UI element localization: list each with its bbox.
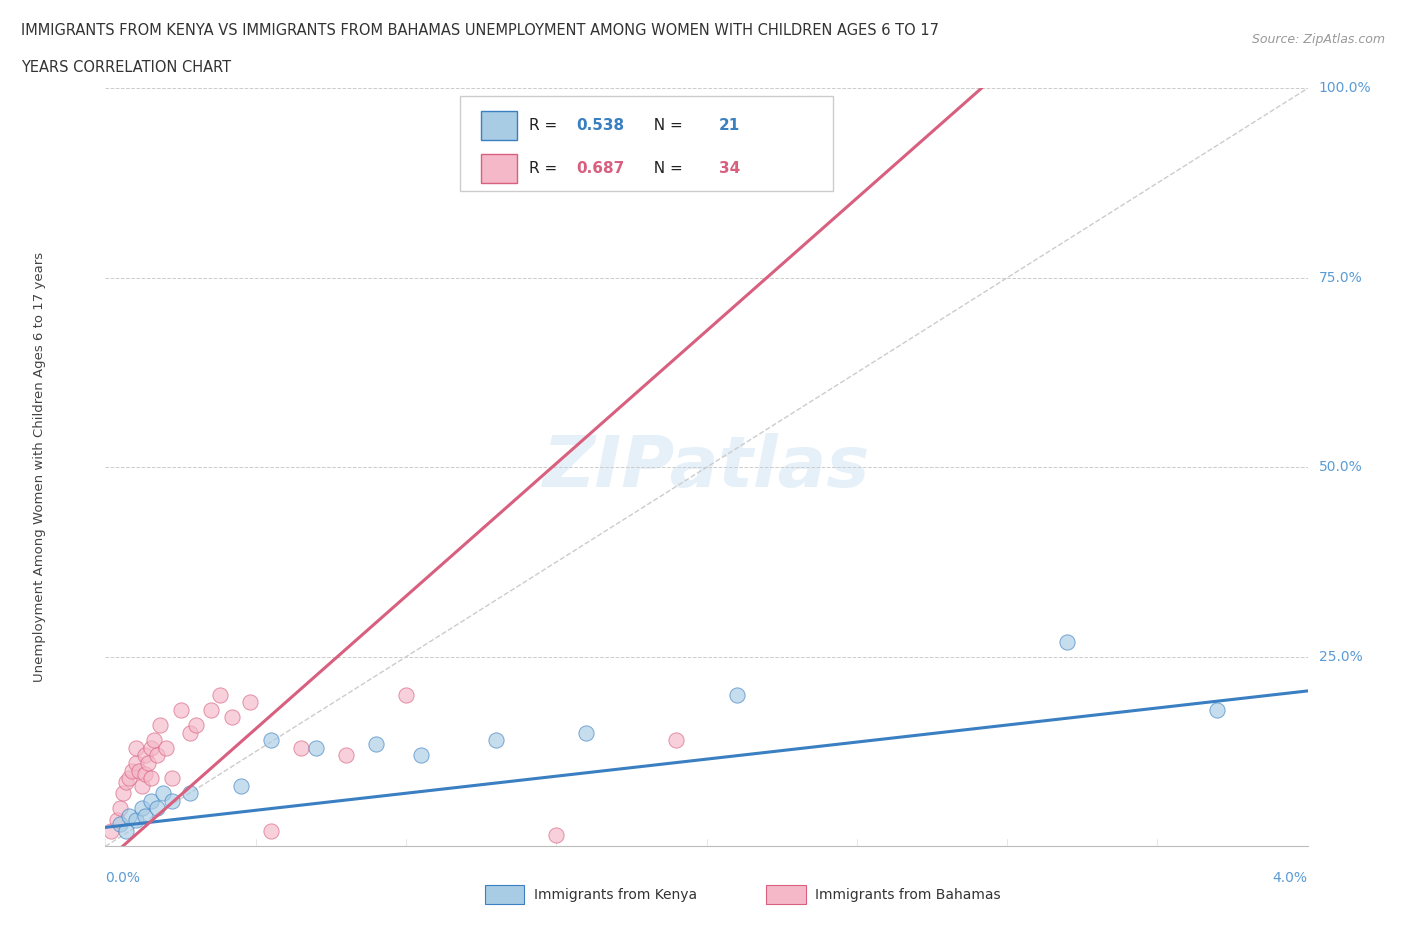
- Point: [208, 687, 231, 702]
- Point: [139, 740, 162, 755]
- Bar: [481, 154, 516, 183]
- Point: [485, 733, 508, 748]
- Text: 4.0%: 4.0%: [1272, 871, 1308, 885]
- Text: Immigrants from Kenya: Immigrants from Kenya: [534, 887, 697, 902]
- Point: [145, 801, 167, 816]
- Point: [1206, 702, 1229, 717]
- Text: 75.0%: 75.0%: [1319, 271, 1362, 285]
- Point: [131, 778, 153, 793]
- Point: [179, 786, 201, 801]
- Point: [136, 755, 159, 770]
- Point: [115, 824, 138, 839]
- Point: [546, 828, 568, 843]
- Point: [260, 733, 283, 748]
- Point: [152, 786, 174, 801]
- Point: [121, 763, 143, 777]
- Text: R =: R =: [529, 161, 562, 176]
- Text: Unemployment Among Women with Children Ages 6 to 17 years: Unemployment Among Women with Children A…: [32, 252, 46, 683]
- Point: [139, 793, 162, 808]
- Point: [139, 771, 162, 786]
- Point: [665, 733, 688, 748]
- Point: [118, 808, 141, 823]
- Text: Immigrants from Bahamas: Immigrants from Bahamas: [815, 887, 1001, 902]
- Text: YEARS CORRELATION CHART: YEARS CORRELATION CHART: [21, 60, 231, 75]
- Text: 100.0%: 100.0%: [1319, 81, 1371, 96]
- Point: [160, 771, 183, 786]
- Point: [239, 695, 262, 710]
- Point: [131, 801, 153, 816]
- Point: [124, 740, 146, 755]
- Point: [112, 786, 135, 801]
- Point: [364, 737, 387, 751]
- Point: [110, 801, 132, 816]
- Point: [260, 824, 283, 839]
- Point: [124, 755, 146, 770]
- Text: N =: N =: [644, 161, 688, 176]
- Point: [142, 733, 165, 748]
- Point: [155, 740, 177, 755]
- Point: [179, 725, 201, 740]
- Text: 0.687: 0.687: [576, 161, 624, 176]
- Point: [110, 817, 132, 831]
- Bar: [481, 111, 516, 140]
- Point: [575, 725, 598, 740]
- Point: [134, 808, 156, 823]
- Point: [160, 793, 183, 808]
- Point: [395, 687, 418, 702]
- Text: 34: 34: [718, 161, 740, 176]
- Text: 0.538: 0.538: [576, 117, 624, 133]
- Text: 25.0%: 25.0%: [1319, 650, 1362, 664]
- Text: 0.0%: 0.0%: [105, 871, 141, 885]
- Point: [1056, 634, 1078, 649]
- FancyBboxPatch shape: [460, 96, 832, 191]
- Text: R =: R =: [529, 117, 562, 133]
- Point: [148, 718, 170, 733]
- Bar: [485, 885, 524, 904]
- Point: [200, 702, 222, 717]
- Text: N =: N =: [644, 117, 688, 133]
- Point: [145, 748, 167, 763]
- Point: [305, 740, 328, 755]
- Point: [290, 740, 312, 755]
- Text: ZIPatlas: ZIPatlas: [543, 432, 870, 502]
- Point: [100, 824, 122, 839]
- Point: [221, 710, 243, 724]
- Point: [118, 771, 141, 786]
- Text: Source: ZipAtlas.com: Source: ZipAtlas.com: [1251, 33, 1385, 46]
- Point: [115, 775, 138, 790]
- Point: [128, 763, 150, 777]
- Point: [725, 687, 748, 702]
- Point: [134, 748, 156, 763]
- Text: IMMIGRANTS FROM KENYA VS IMMIGRANTS FROM BAHAMAS UNEMPLOYMENT AMONG WOMEN WITH C: IMMIGRANTS FROM KENYA VS IMMIGRANTS FROM…: [21, 23, 939, 38]
- Point: [409, 748, 432, 763]
- Text: 50.0%: 50.0%: [1319, 460, 1362, 474]
- Point: [134, 767, 156, 782]
- Point: [124, 812, 146, 827]
- Text: 21: 21: [718, 117, 740, 133]
- Point: [184, 718, 207, 733]
- Point: [229, 778, 252, 793]
- Point: [107, 812, 129, 827]
- Point: [169, 702, 191, 717]
- Point: [335, 748, 357, 763]
- Bar: [766, 885, 806, 904]
